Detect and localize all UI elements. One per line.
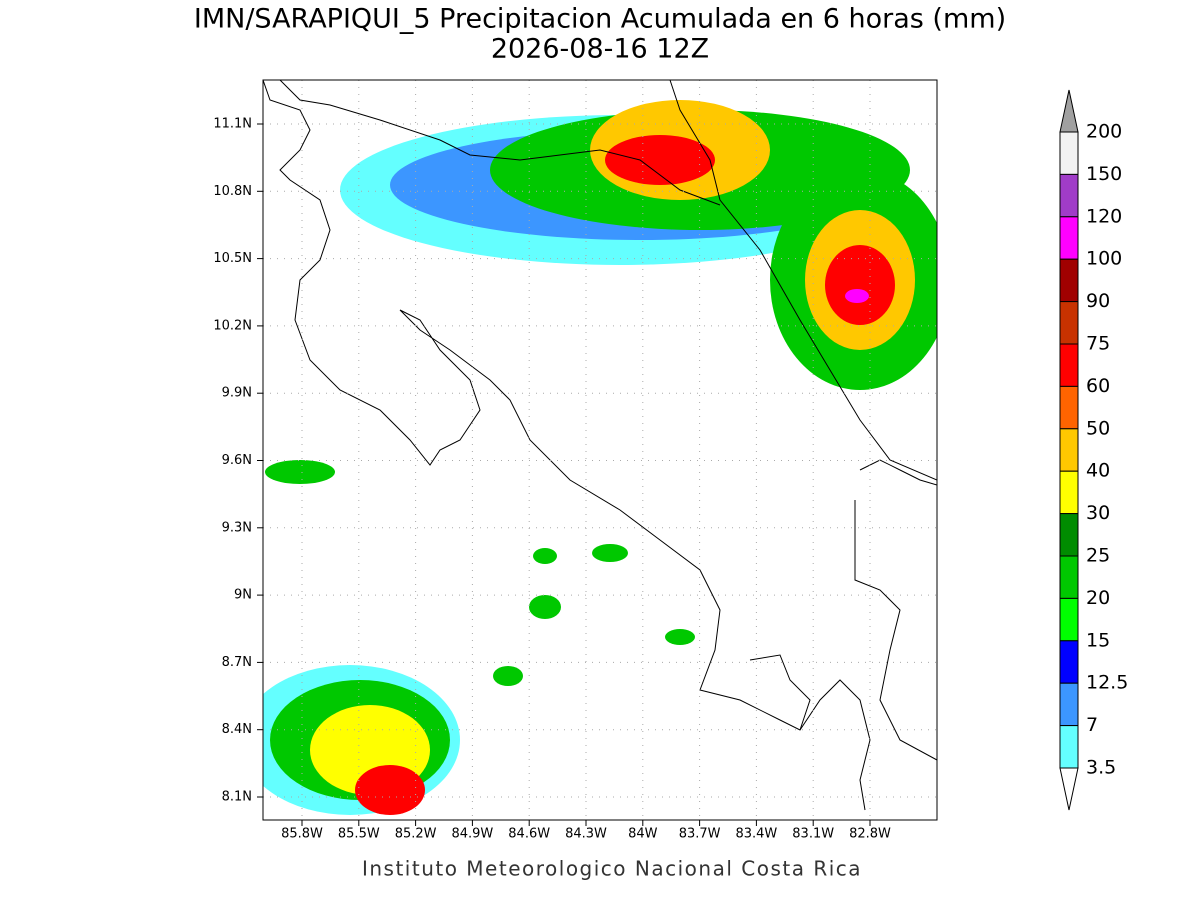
colorbar-box <box>1059 725 1079 769</box>
colorbar-label: 90 <box>1086 290 1110 312</box>
lat-label: 9N <box>234 588 252 603</box>
subtitle: 2026-08-16 12Z <box>491 34 709 65</box>
colorbar-label: 100 <box>1086 248 1122 270</box>
colorbar-label: 200 <box>1086 121 1122 143</box>
title: IMN/SARAPIQUI_5 Precipitacion Acumulada … <box>194 4 1006 35</box>
colorbar-label: 30 <box>1086 502 1110 524</box>
lat-label: 11.1N <box>213 117 252 132</box>
colorbar-box <box>1059 428 1079 472</box>
colorbar-label: 15 <box>1086 629 1110 651</box>
lon-label: 84.6W <box>508 827 550 842</box>
colorbar-box <box>1059 173 1079 218</box>
lon-label: 85.2W <box>395 827 437 842</box>
colorbar-box <box>1059 216 1079 260</box>
lat-label: 8.1N <box>222 790 252 805</box>
colorbar-box <box>1059 258 1079 303</box>
lat-label: 8.7N <box>222 655 252 670</box>
footer: Instituto Meteorologico Nacional Costa R… <box>362 857 862 881</box>
lat-label: 8.4N <box>222 722 252 737</box>
lat-label: 10.8N <box>213 184 252 199</box>
colorbar-box <box>1059 301 1079 345</box>
colorbar-box <box>1059 682 1079 727</box>
lat-label: 9.6N <box>222 453 252 468</box>
colorbar-label: 150 <box>1086 163 1122 185</box>
colorbar-label: 40 <box>1086 460 1110 482</box>
colorbar-box <box>1059 470 1079 515</box>
colorbar-label: 12.5 <box>1086 672 1128 694</box>
grid <box>263 80 937 820</box>
colorbar-box <box>1059 597 1079 642</box>
lon-label: 82.8W <box>849 827 891 842</box>
coastlines <box>263 80 937 811</box>
axes: 11.1N 10.8N 10.5N 10.2N 9.9N 9.6N 9.3N 9N 8.7N 8.… <box>213 117 891 842</box>
colorbar-label: 60 <box>1086 375 1110 397</box>
colorbar-label: 75 <box>1086 333 1110 355</box>
colorbar: 200 150 120 100 90 75 60 50 40 30 25 20 15 12.5 7 3.5 <box>1059 89 1128 811</box>
colorbar-box <box>1059 513 1079 557</box>
lat-label: 10.2N <box>213 318 252 333</box>
lon-label: 84W <box>628 827 658 842</box>
lat-label: 10.5N <box>213 251 252 266</box>
colorbar-box <box>1059 555 1079 599</box>
colorbar-label: 3.5 <box>1086 757 1116 779</box>
colorbar-label: 7 <box>1086 714 1098 736</box>
colorbar-box <box>1059 640 1079 684</box>
colorbar-box <box>1059 385 1079 430</box>
lon-label: 84.9W <box>451 827 493 842</box>
colorbar-label: 25 <box>1086 545 1110 567</box>
colorbar-label: 120 <box>1086 205 1122 227</box>
colorbar-box <box>1059 131 1079 175</box>
lon-label: 85.5W <box>338 827 380 842</box>
map-frame <box>262 79 938 821</box>
lon-label: 84.3W <box>565 827 607 842</box>
lon-label: 83.4W <box>735 827 777 842</box>
precip-field <box>263 100 937 815</box>
lon-label: 83.1W <box>792 827 834 842</box>
lat-label: 9.9N <box>222 386 252 401</box>
lon-label: 83.7W <box>679 827 721 842</box>
colorbar-label: 20 <box>1086 587 1110 609</box>
lat-label: 9.3N <box>222 520 252 535</box>
colorbar-top-arrow <box>1059 89 1079 133</box>
colorbar-bottom-arrow <box>1059 767 1079 811</box>
colorbar-box <box>1059 343 1079 387</box>
lon-label: 85.8W <box>281 827 323 842</box>
colorbar-label: 50 <box>1086 417 1110 439</box>
